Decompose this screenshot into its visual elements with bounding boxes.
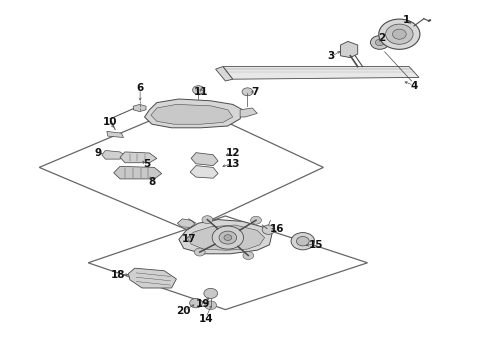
Text: 9: 9 bbox=[95, 148, 101, 158]
Circle shape bbox=[296, 237, 309, 246]
Polygon shape bbox=[341, 41, 358, 58]
Polygon shape bbox=[216, 67, 233, 81]
Polygon shape bbox=[120, 152, 157, 163]
Circle shape bbox=[193, 86, 204, 94]
Circle shape bbox=[379, 19, 420, 49]
Polygon shape bbox=[145, 99, 243, 128]
Circle shape bbox=[190, 298, 202, 308]
Polygon shape bbox=[187, 225, 265, 250]
Circle shape bbox=[204, 288, 218, 298]
Circle shape bbox=[375, 39, 384, 46]
Text: 14: 14 bbox=[198, 314, 213, 324]
Polygon shape bbox=[128, 268, 176, 288]
Text: 13: 13 bbox=[225, 159, 240, 169]
Circle shape bbox=[370, 36, 389, 49]
Circle shape bbox=[291, 233, 315, 250]
Polygon shape bbox=[177, 219, 195, 228]
Polygon shape bbox=[133, 104, 146, 112]
Circle shape bbox=[386, 24, 413, 44]
Circle shape bbox=[242, 88, 253, 96]
Text: 2: 2 bbox=[379, 33, 386, 43]
Polygon shape bbox=[114, 166, 162, 179]
Text: 16: 16 bbox=[270, 224, 284, 234]
Text: 11: 11 bbox=[194, 87, 208, 97]
Text: 15: 15 bbox=[309, 240, 323, 250]
Text: 3: 3 bbox=[327, 51, 334, 61]
Circle shape bbox=[262, 225, 275, 234]
Polygon shape bbox=[223, 67, 419, 79]
Polygon shape bbox=[102, 150, 125, 159]
Text: 10: 10 bbox=[103, 117, 118, 127]
Text: 1: 1 bbox=[403, 15, 410, 25]
Text: 5: 5 bbox=[144, 159, 150, 169]
Circle shape bbox=[219, 231, 237, 244]
Circle shape bbox=[392, 29, 406, 39]
Circle shape bbox=[224, 235, 232, 240]
Text: 20: 20 bbox=[176, 306, 191, 316]
Circle shape bbox=[202, 216, 213, 224]
Text: 12: 12 bbox=[225, 148, 240, 158]
Circle shape bbox=[250, 216, 261, 224]
Polygon shape bbox=[107, 131, 123, 138]
Text: 6: 6 bbox=[136, 83, 143, 93]
Circle shape bbox=[195, 248, 205, 256]
Text: 4: 4 bbox=[410, 81, 418, 91]
Text: 8: 8 bbox=[148, 177, 155, 187]
Text: 19: 19 bbox=[196, 299, 211, 309]
Polygon shape bbox=[151, 104, 233, 124]
Text: 17: 17 bbox=[181, 234, 196, 244]
Circle shape bbox=[243, 252, 254, 260]
Text: 18: 18 bbox=[110, 270, 125, 280]
Polygon shape bbox=[179, 220, 272, 254]
Circle shape bbox=[205, 301, 217, 310]
Polygon shape bbox=[240, 108, 257, 117]
Text: 7: 7 bbox=[251, 87, 259, 97]
Polygon shape bbox=[191, 153, 218, 166]
Polygon shape bbox=[190, 166, 218, 178]
Circle shape bbox=[212, 226, 244, 249]
